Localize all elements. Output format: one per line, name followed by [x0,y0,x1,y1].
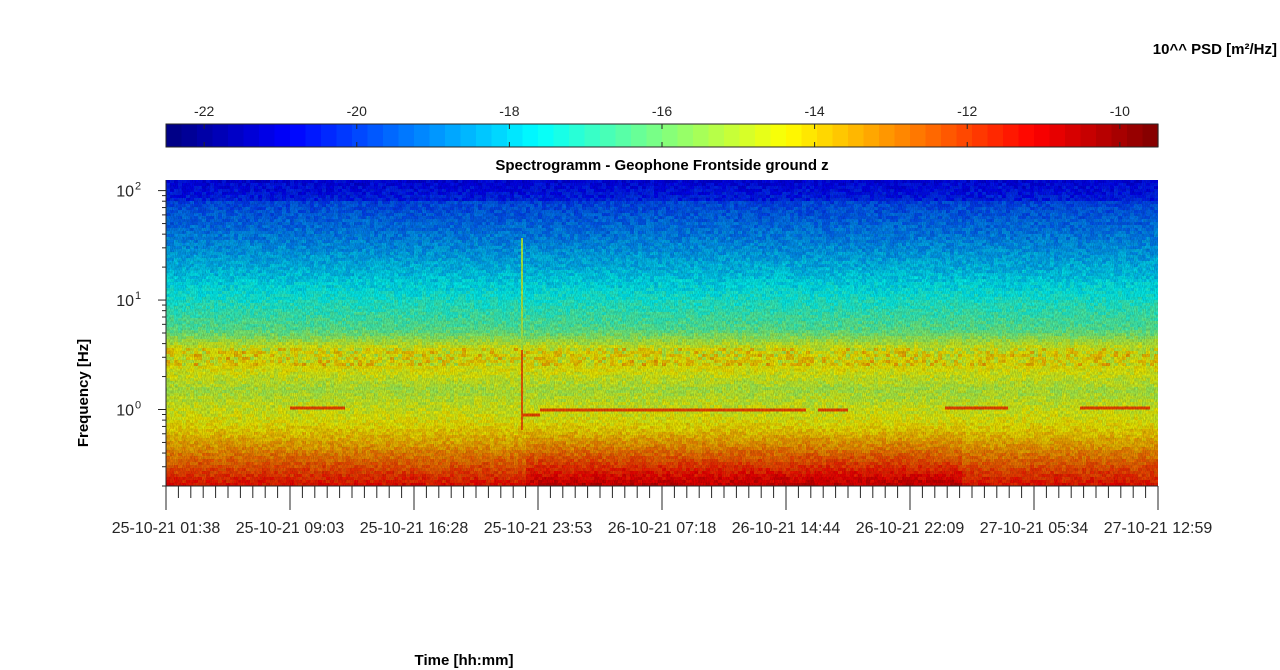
colorbar-cell [863,124,880,147]
colorbar-cell [615,124,632,147]
colorbar-cell [274,124,291,147]
colorbar-cell [569,124,586,147]
colorbar-tick-label: -12 [957,103,977,119]
colorbar-cell [693,124,710,147]
colorbar-cell [429,124,446,147]
colorbar-cell [801,124,818,147]
colorbar-cell [1065,124,1082,147]
colorbar-cell [166,124,183,147]
colorbar-ticks: -22 -20 -18 -16 -14 -12 -10 [194,103,1130,147]
colorbar-cell [987,124,1004,147]
colorbar-cell [646,124,663,147]
colorbar-cell [476,124,493,147]
colorbar-tick-label: -10 [1110,103,1130,119]
colorbar-cell [972,124,989,147]
colorbar-cell [755,124,772,147]
colorbar-cell [352,124,369,147]
colorbar-tick-label: -22 [194,103,214,119]
colorbar-cell [1096,124,1113,147]
colorbar-cell [336,124,353,147]
colorbar-cell [522,124,539,147]
colorbar-tick-label: -16 [652,103,672,119]
colorbar: -22 -20 -18 -16 -14 -12 -10 [165,103,1159,148]
colorbar-cell [1049,124,1066,147]
colorbar-label: 10^^ PSD [m²/Hz] [1153,41,1277,58]
colorbar-cell [677,124,694,147]
colorbar-cell [910,124,927,147]
colorbar-cell [445,124,462,147]
colorbar-cell [414,124,431,147]
colorbar-tick-label: -18 [499,103,519,119]
colorbar-cell [228,124,245,147]
colorbar-cell [631,124,648,147]
colorbar-cell [739,124,756,147]
colorbar-cell [956,124,973,147]
colorbar-tick-label: -14 [804,103,824,119]
spectrogram-plot-area [165,180,1158,487]
colorbar-cell [941,124,958,147]
colorbar-cell [925,124,942,147]
colorbar-cell [1018,124,1035,147]
colorbar-cell [507,124,524,147]
colorbar-cell [708,124,725,147]
colorbar-cell [1003,124,1020,147]
colorbar-cell [305,124,322,147]
colorbar-cell [817,124,834,147]
colorbar-cell [460,124,477,147]
colorbar-cell [290,124,307,147]
colorbar-cell [600,124,617,147]
colorbar-cell [367,124,384,147]
colorbar-cell [724,124,741,147]
colorbar-cell [383,124,400,147]
colorbar-cell [848,124,865,147]
colorbar-cell [491,124,508,147]
colorbar-cell [197,124,214,147]
colorbar-cell [321,124,338,147]
chart-title: Spectrogramm - Geophone Frontside ground… [495,157,828,174]
colorbar-cells [166,124,1159,147]
colorbar-cell [1142,124,1159,147]
colorbar-cell [181,124,198,147]
colorbar-cell [1080,124,1097,147]
colorbar-cell [398,124,415,147]
colorbar-cell [662,124,679,147]
colorbar-cell [243,124,260,147]
colorbar-cell [1111,124,1128,147]
colorbar-tick-label: -20 [347,103,367,119]
colorbar-cell [1034,124,1051,147]
colorbar-cell [259,124,276,147]
colorbar-cell [770,124,787,147]
colorbar-cell [832,124,849,147]
colorbar-cell [212,124,229,147]
colorbar-cell [786,124,803,147]
colorbar-cell [879,124,896,147]
colorbar-cell [584,124,601,147]
colorbar-cell [553,124,570,147]
colorbar-cell [894,124,911,147]
colorbar-cell [1127,124,1144,147]
colorbar-cell [538,124,555,147]
